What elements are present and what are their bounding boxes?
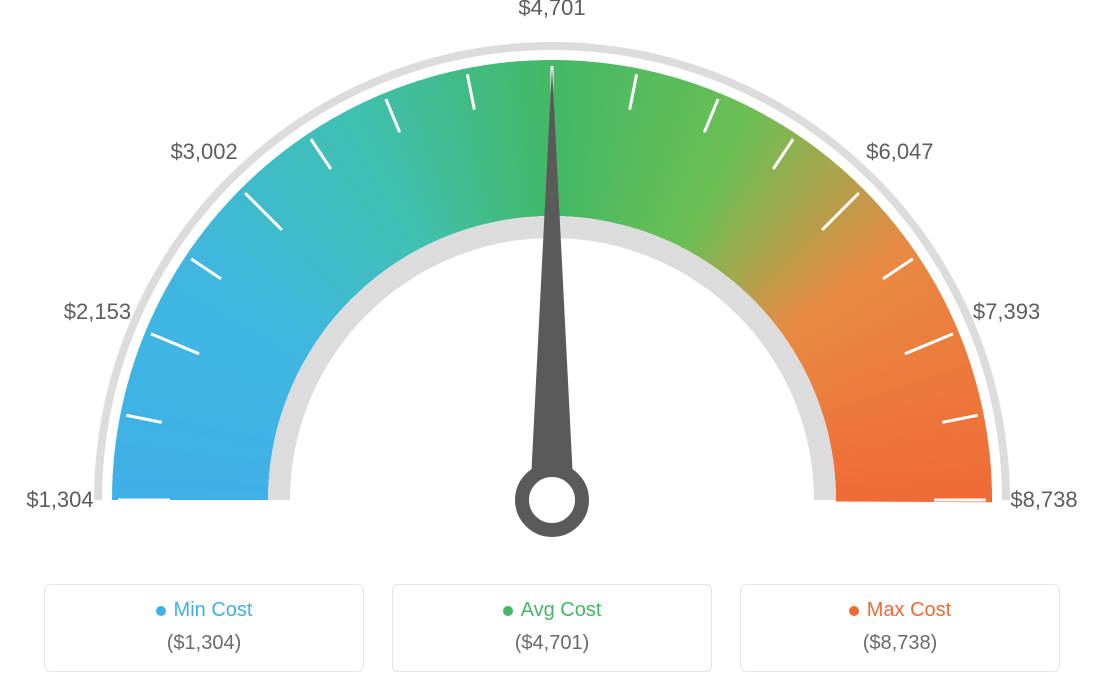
gauge-tick-label: $7,393 [973, 299, 1040, 325]
legend-card-avg: Avg Cost ($4,701) [392, 584, 712, 672]
legend-value-min: ($1,304) [55, 632, 353, 655]
legend-value-avg: ($4,701) [403, 632, 701, 655]
legend-card-min: Min Cost ($1,304) [44, 584, 364, 672]
gauge-tick-label: $8,738 [1010, 487, 1077, 513]
legend-title-text-max: Max Cost [867, 599, 951, 622]
legend-value-max: ($8,738) [751, 632, 1049, 655]
gauge-chart: $1,304 $2,153 $3,002 $4,701 $6,047 $7,393 $8,7… [0, 0, 1104, 560]
gauge-tick-label: $4,701 [518, 0, 585, 21]
gauge-tick-label: $2,153 [64, 299, 131, 325]
legend-card-max: Max Cost ($8,738) [740, 584, 1060, 672]
gauge-tick-label: $1,304 [26, 487, 93, 513]
gauge-svg [0, 0, 1104, 560]
legend-dot-min [156, 606, 166, 616]
legend-title-min: Min Cost [156, 599, 253, 622]
legend-title-text-avg: Avg Cost [521, 599, 602, 622]
gauge-tick-label: $3,002 [170, 139, 237, 165]
legend-row: Min Cost ($1,304) Avg Cost ($4,701) Max … [0, 584, 1104, 672]
legend-dot-max [849, 606, 859, 616]
legend-dot-avg [503, 606, 513, 616]
legend-title-max: Max Cost [849, 599, 951, 622]
gauge-tick-label: $6,047 [866, 139, 933, 165]
legend-title-text-min: Min Cost [174, 599, 253, 622]
legend-title-avg: Avg Cost [503, 599, 602, 622]
